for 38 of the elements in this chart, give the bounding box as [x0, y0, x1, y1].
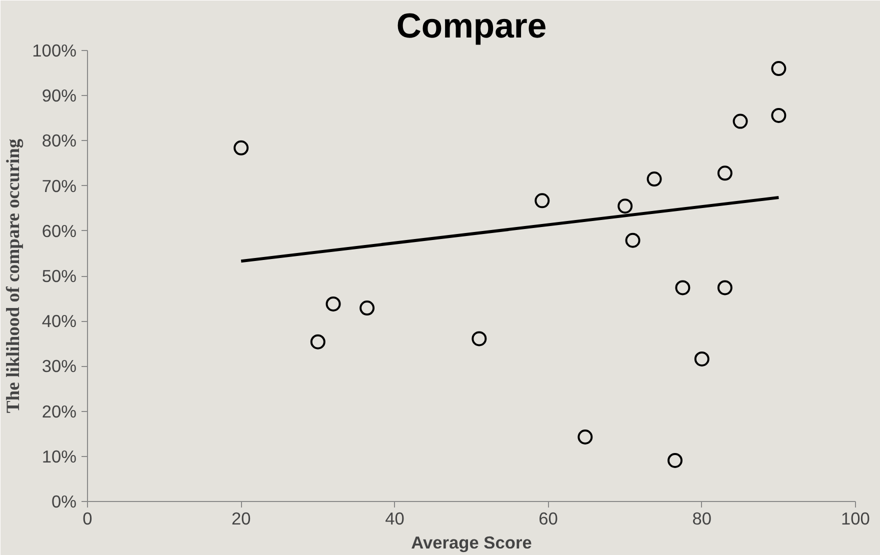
point [717, 166, 732, 181]
point [618, 198, 633, 214]
point [717, 280, 732, 296]
point [326, 296, 341, 312]
point [646, 172, 662, 187]
point [771, 108, 786, 123]
y-tick-label: 100% [32, 40, 77, 60]
point [534, 193, 550, 208]
x-tick-label: 20 [231, 508, 251, 528]
y-axis-title: The liklihood of compare occuring [3, 138, 24, 414]
y-tick-label: 0% [51, 492, 76, 512]
point [578, 430, 593, 444]
point [732, 114, 748, 129]
x-tick-label: 100 [841, 508, 870, 528]
y-tick-label: 40% [42, 311, 77, 332]
point [694, 351, 710, 366]
x-tick-label: 0 [82, 508, 92, 528]
point [310, 334, 326, 350]
y-tick-label: 20% [42, 401, 77, 422]
x-axis-title: Average Score [411, 532, 532, 552]
y-tick-label: 10% [42, 446, 77, 466]
point [668, 452, 683, 468]
point [234, 140, 249, 156]
chart-title: Compare [396, 8, 547, 46]
point [771, 61, 786, 76]
y-tick-label: 30% [42, 356, 77, 376]
x-tick-label: 40 [385, 508, 404, 528]
x-tick-label: 60 [538, 508, 558, 528]
y-tick-label: 80% [42, 130, 77, 151]
y-tick-label: 90% [42, 86, 77, 106]
x-tick-label: 80 [692, 508, 712, 528]
y-tick-label: 60% [42, 220, 77, 241]
y-tick-label: 50% [42, 266, 77, 286]
point [360, 300, 375, 316]
y-tick-label: 70% [42, 176, 77, 196]
point [675, 280, 690, 296]
point [625, 232, 640, 248]
point [472, 331, 487, 346]
